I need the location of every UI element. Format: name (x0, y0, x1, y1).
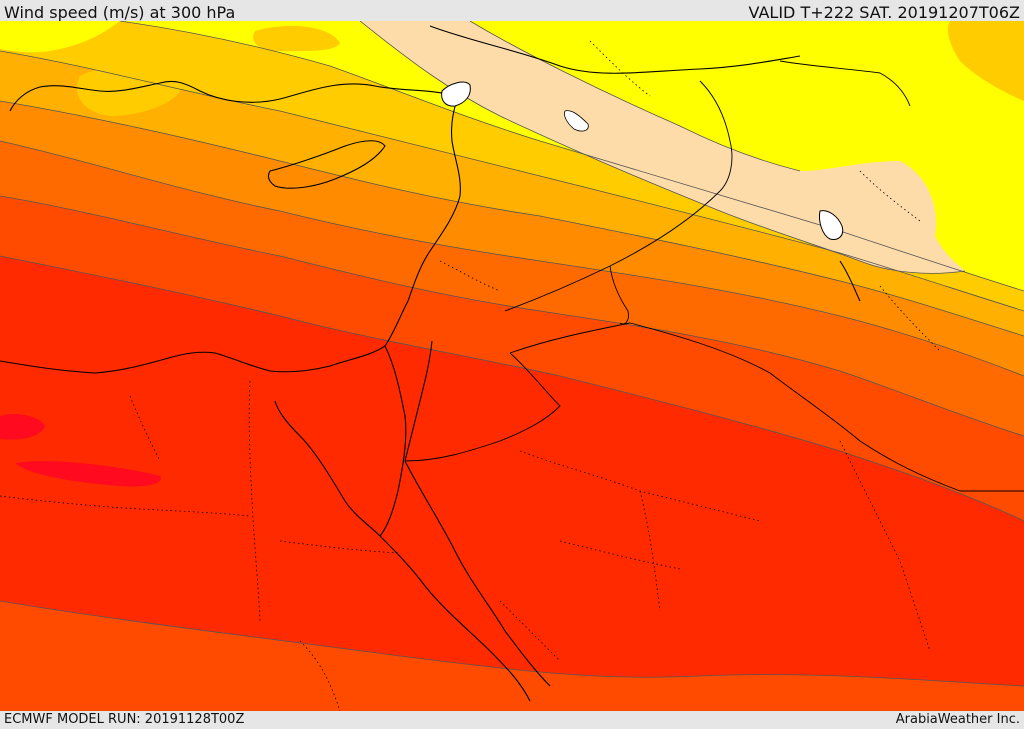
wind-speed-map[interactable] (0, 21, 1024, 711)
contour-lines (0, 21, 1024, 687)
map-title: Wind speed (m/s) at 300 hPa (4, 3, 236, 22)
admin-boundaries (0, 40, 941, 711)
valid-time: VALID T+222 SAT. 20191207T06Z (748, 3, 1020, 22)
band-gold-west-patch (76, 65, 182, 116)
band-south-orange (0, 601, 1024, 711)
model-run: ECMWF MODEL RUN: 20191128T00Z (4, 712, 245, 727)
lake-van (441, 81, 471, 107)
country-borders (404, 60, 1024, 492)
brand-label: ArabiaWeather Inc. (895, 712, 1020, 727)
coastlines (0, 25, 861, 702)
header-bar: Wind speed (m/s) at 300 hPa VALID T+222 … (0, 0, 1024, 22)
band-gold-north-patch (253, 25, 340, 52)
core-deep-red-1 (0, 414, 45, 440)
band-yellow-west (0, 21, 120, 53)
lake-iraq (819, 210, 844, 240)
band-yellow (120, 21, 1024, 291)
lake-urmia (564, 110, 589, 132)
band-gold-ne-patch (948, 21, 1024, 101)
footer-bar: ECMWF MODEL RUN: 20191128T00Z ArabiaWeat… (0, 711, 1024, 729)
jet-core (360, 21, 965, 274)
core-deep-red-2 (15, 461, 161, 487)
